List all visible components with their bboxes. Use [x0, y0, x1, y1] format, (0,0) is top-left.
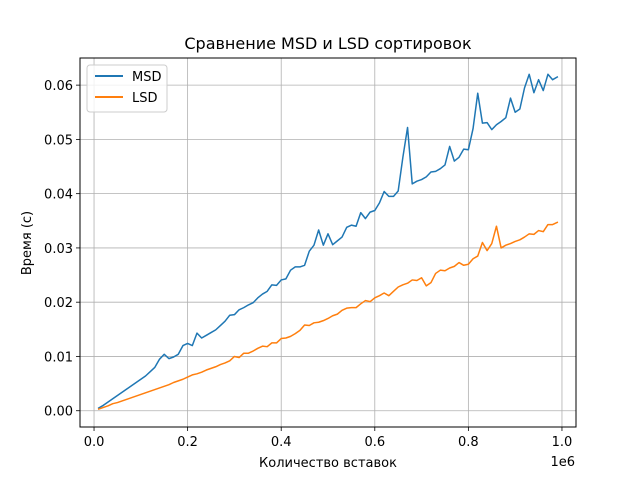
- y-tick-label: 0.04: [44, 188, 73, 203]
- x-tick-label: 0.4: [271, 435, 292, 450]
- series-line-msd: [97, 73, 559, 410]
- legend: MSD LSD: [86, 64, 168, 113]
- y-axis-label: Время (с): [20, 211, 35, 275]
- y-axis: 0.00 0.01 0.02 0.03 0.04 0.05 0.06: [44, 79, 80, 420]
- y-tick-label: 0.06: [44, 79, 73, 94]
- y-tick-label: 0.03: [44, 242, 73, 257]
- x-axis-label: Количество вставок: [259, 456, 397, 471]
- x-tick-label: 1.0: [552, 435, 573, 450]
- x-tick-label: 0.2: [177, 435, 198, 450]
- legend-msd-label: MSD: [132, 70, 161, 85]
- chart-title: Сравнение MSD и LSD сортировок: [184, 34, 472, 53]
- series-line-lsd: [97, 221, 559, 411]
- y-tick-label: 0.05: [44, 133, 73, 148]
- x-tick-label: 0.6: [364, 435, 385, 450]
- x-tick-label: 0.8: [458, 435, 479, 450]
- plot-frame: [79, 57, 577, 428]
- x-axis: 0.0 0.2 0.4 0.6 0.8 1.0: [84, 427, 573, 450]
- y-tick-label: 0.01: [44, 350, 73, 365]
- y-tick-label: 0.00: [44, 405, 73, 420]
- x-tick-label: 0.0: [84, 435, 105, 450]
- legend-lsd-label: LSD: [132, 91, 158, 106]
- series-layer: [97, 73, 559, 411]
- x-axis-offset-label: 1e6: [550, 455, 575, 470]
- y-tick-label: 0.02: [44, 296, 73, 311]
